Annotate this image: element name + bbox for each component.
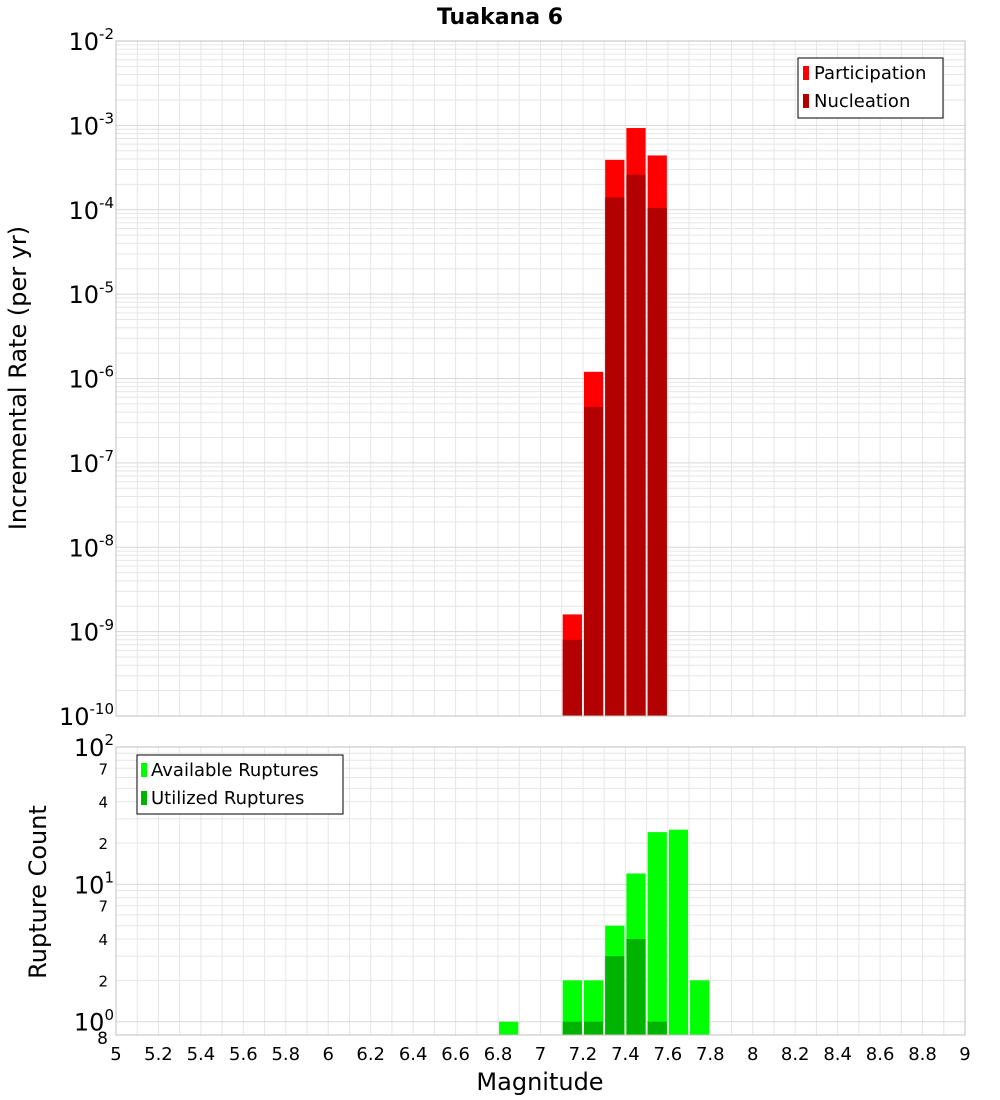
legend-swatch-participation [803, 66, 809, 80]
x-tick-label: 6.6 [441, 1044, 470, 1065]
rate-y-tick-labels: 10-10 10-9 10-8 10-7 10-6 10-5 10-4 10-3 10-2 [59, 25, 114, 731]
y-tick-label: 101 [74, 869, 114, 900]
x-tick-label: 5.8 [271, 1044, 300, 1065]
legend-swatch-utilized [141, 791, 147, 805]
bar-nucleation [647, 207, 667, 716]
count-panel: 100 101 102 2 4 7 2 4 7 8 5 5.2 5.4 5.6 5.8 6 6.2 6.4 6.6… [24, 731, 971, 1096]
count-gridlines [115, 747, 966, 1035]
bar-available [668, 829, 689, 1035]
y-minor-tick-label: 2 [98, 835, 108, 853]
legend-swatch-nucleation [803, 94, 809, 108]
y-tick-label: 10-9 [68, 616, 114, 647]
y-tick-label: 10-10 [59, 700, 114, 731]
bar-nucleation [626, 174, 646, 716]
y-tick-label: 10-6 [68, 363, 114, 394]
count-y-tick-labels: 100 101 102 2 4 7 2 4 7 8 [74, 731, 114, 1049]
rate-legend-box [797, 57, 944, 119]
rate-legend: Participation Nucleation [797, 57, 944, 119]
legend-label-utilized: Utilized Ruptures [151, 788, 304, 809]
x-tick-label: 8 [747, 1044, 758, 1065]
y-tick-label: 10-4 [68, 194, 114, 225]
x-tick-label: 8.2 [781, 1044, 810, 1065]
count-legend-box [136, 754, 344, 815]
bar-utilized [583, 1021, 604, 1035]
bar-nucleation [583, 406, 604, 716]
magnitude-x-tick-labels: 5 5.2 5.4 5.6 5.8 6 6.2 6.4 6.6 6.8 7 7.2 7.4 7.6 7.8 8… [110, 1044, 970, 1065]
x-tick-label: 6.2 [356, 1044, 385, 1065]
bar-utilized [626, 939, 646, 1035]
x-tick-label: 7.6 [654, 1044, 683, 1065]
y-tick-label: 102 [74, 731, 114, 762]
legend-label-participation: Participation [814, 63, 926, 84]
y-minor-tick-label: 2 [98, 972, 108, 990]
x-tick-label: 7.8 [696, 1044, 725, 1065]
rate-bars [562, 128, 667, 717]
legend-swatch-available [141, 763, 147, 777]
count-legend: Available Ruptures Utilized Ruptures [136, 754, 344, 815]
bar-utilized [605, 956, 625, 1035]
x-tick-label: 5.2 [144, 1044, 173, 1065]
y-tick-label: 10-2 [68, 25, 114, 56]
x-tick-label: 9 [959, 1044, 970, 1065]
rate-plot-frame [115, 40, 966, 717]
bar-utilized [562, 1021, 582, 1035]
x-tick-label: 6.8 [484, 1044, 513, 1065]
x-tick-label: 8.8 [908, 1044, 937, 1065]
rate-gridlines [115, 41, 966, 717]
y-bottom-tick-label: 8 [97, 1029, 108, 1049]
x-axis-label: Magnitude [476, 1068, 603, 1096]
count-bars [499, 829, 710, 1035]
rate-panel: 10-10 10-9 10-8 10-7 10-6 10-5 10-4 10-3 10-2 In… [4, 25, 966, 731]
legend-label-nucleation: Nucleation [814, 91, 910, 112]
x-tick-label: 5 [110, 1044, 121, 1065]
x-tick-label: 5.6 [229, 1044, 258, 1065]
y-tick-label: 10-7 [68, 447, 114, 478]
y-minor-tick-label: 4 [98, 794, 108, 812]
x-tick-label: 7.4 [611, 1044, 640, 1065]
x-tick-label: 5.4 [187, 1044, 216, 1065]
legend-label-available: Available Ruptures [151, 760, 319, 781]
x-tick-label: 6.4 [399, 1044, 428, 1065]
chart-title: Tuakana 6 [437, 5, 563, 30]
bar-nucleation [605, 197, 625, 717]
y-minor-tick-label: 7 [98, 760, 108, 778]
bar-utilized [647, 1021, 667, 1035]
y-minor-tick-label: 7 [98, 898, 108, 916]
bar-available [562, 980, 582, 1035]
bar-available [690, 980, 710, 1035]
rate-y-axis-label: Incremental Rate (per yr) [4, 226, 32, 530]
y-tick-label: 10-5 [68, 278, 114, 309]
x-tick-label: 7.2 [569, 1044, 598, 1065]
count-y-axis-label: Rupture Count [24, 805, 52, 979]
x-tick-label: 8.4 [823, 1044, 852, 1065]
y-tick-label: 100 [74, 1006, 114, 1037]
count-plot-frame [115, 746, 966, 1036]
bar-available [583, 980, 604, 1035]
y-tick-label: 10-8 [68, 531, 114, 562]
bar-available [647, 832, 667, 1035]
x-tick-label: 7 [535, 1044, 546, 1065]
x-tick-label: 8.6 [866, 1044, 895, 1065]
y-tick-label: 10-3 [68, 110, 114, 141]
x-tick-label: 6 [323, 1044, 334, 1065]
y-minor-tick-label: 4 [98, 931, 108, 949]
bar-available [499, 1021, 519, 1035]
bar-nucleation [562, 639, 582, 716]
